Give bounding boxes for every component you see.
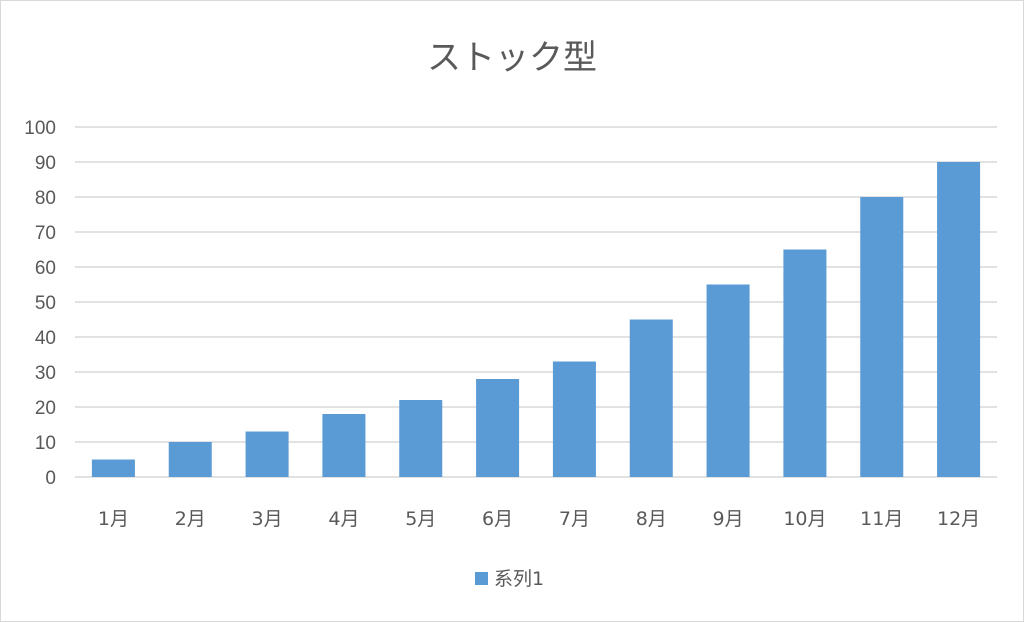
bar	[937, 162, 981, 477]
y-tick-label: 100	[24, 118, 56, 139]
legend-label: 系列1	[494, 568, 544, 590]
bar	[783, 249, 827, 477]
x-tick-label: 9月	[713, 508, 744, 530]
x-tick-label: 12月	[937, 508, 980, 530]
y-tick-label: 30	[35, 363, 56, 384]
bar	[706, 284, 750, 477]
bar	[860, 197, 904, 477]
bar	[245, 431, 289, 477]
y-tick-label: 0	[45, 468, 56, 489]
x-axis-ticks: 1月 2月 3月 4月 5月 6月 7月 8月 9月 10月 11月 12月	[98, 508, 980, 530]
chart-title: ストック型	[427, 38, 597, 78]
x-tick-label: 1月	[98, 508, 129, 530]
y-tick-label: 60	[35, 258, 56, 279]
x-tick-label: 5月	[405, 508, 436, 530]
x-tick-label: 2月	[175, 508, 206, 530]
x-tick-label: 8月	[636, 508, 667, 530]
bar	[476, 379, 520, 477]
gridlines	[75, 126, 997, 478]
bar	[629, 319, 673, 477]
x-tick-label: 7月	[559, 508, 590, 530]
y-tick-label: 40	[35, 328, 56, 349]
legend-swatch	[475, 572, 488, 585]
bar	[322, 414, 366, 477]
bar	[91, 459, 135, 477]
x-tick-label: 11月	[860, 508, 903, 530]
legend: 系列1	[475, 568, 544, 590]
y-tick-label: 50	[35, 293, 56, 314]
x-tick-label: 10月	[783, 508, 826, 530]
x-tick-label: 3月	[252, 508, 283, 530]
y-tick-label: 80	[35, 188, 56, 209]
y-tick-label: 90	[35, 153, 56, 174]
x-tick-label: 6月	[482, 508, 513, 530]
y-axis-ticks: 0 10 20 30 40 50 60 70 80 90 100	[24, 118, 56, 489]
y-tick-label: 10	[35, 433, 56, 454]
y-tick-label: 70	[35, 223, 56, 244]
bar	[399, 400, 443, 477]
bar	[552, 361, 596, 477]
x-tick-label: 4月	[328, 508, 359, 530]
y-tick-label: 20	[35, 398, 56, 419]
bar	[168, 442, 212, 477]
bars	[91, 162, 981, 477]
